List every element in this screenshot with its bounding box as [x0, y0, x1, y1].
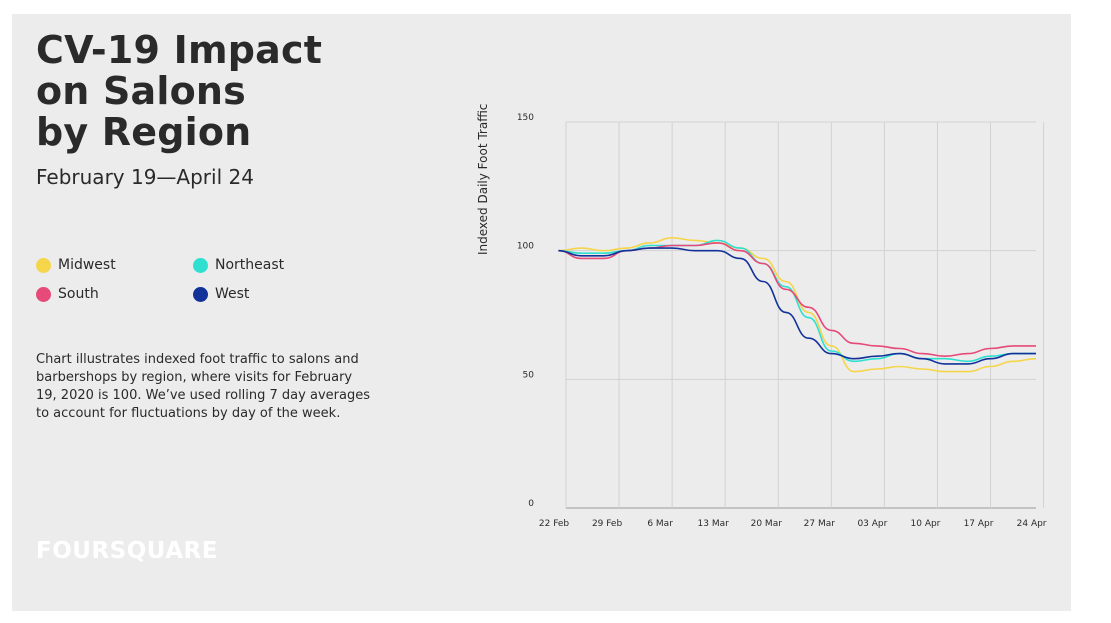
chart-description: Chart illustrates indexed foot traffic t…: [36, 352, 370, 421]
x-tick-label: 13 Mar: [698, 519, 730, 529]
legend-label-northeast: Northeast: [215, 257, 285, 273]
date-range-subtitle: February 19—April 24: [36, 165, 254, 189]
x-tick-label: 24 Apr: [1017, 519, 1047, 529]
foursquare-logo: FOURSQUARE: [36, 538, 218, 564]
series-line-west: [558, 247, 1036, 365]
south-dot-icon: [36, 286, 51, 302]
x-tick-label: 6 Mar: [647, 519, 673, 529]
northeast-dot-icon: [193, 257, 208, 273]
legend-label-west: West: [215, 286, 250, 302]
x-tick-label: 22 Feb: [539, 519, 570, 529]
x-tick-label: 03 Apr: [857, 519, 887, 529]
legend-item-midwest: Midwest: [36, 257, 116, 273]
west-dot-icon: [193, 286, 208, 302]
legend-item-south: South: [36, 286, 99, 302]
series-line-northeast: [558, 239, 1036, 363]
legend-label-midwest: Midwest: [58, 257, 116, 273]
y-tick-label: 50: [523, 370, 535, 380]
x-tick-label: 29 Feb: [592, 519, 623, 529]
series-line-south: [558, 242, 1036, 357]
midwest-dot-icon: [36, 257, 51, 273]
legend-label-south: South: [58, 286, 99, 302]
y-tick-label: 0: [528, 499, 534, 509]
x-tick-label: 10 Apr: [911, 519, 941, 529]
legend-item-west: West: [193, 286, 249, 302]
x-tick-label: 20 Mar: [751, 519, 783, 529]
legend-item-northeast: Northeast: [193, 257, 284, 273]
y-tick-label: 150: [517, 113, 534, 123]
x-tick-label: 27 Mar: [804, 519, 836, 529]
chart-card: [12, 14, 1071, 611]
x-tick-label: 17 Apr: [964, 519, 994, 529]
page-title: CV-19 Impact on Salons by Region: [36, 28, 323, 154]
y-tick-label: 100: [517, 242, 534, 252]
series-line-midwest: [558, 237, 1037, 373]
